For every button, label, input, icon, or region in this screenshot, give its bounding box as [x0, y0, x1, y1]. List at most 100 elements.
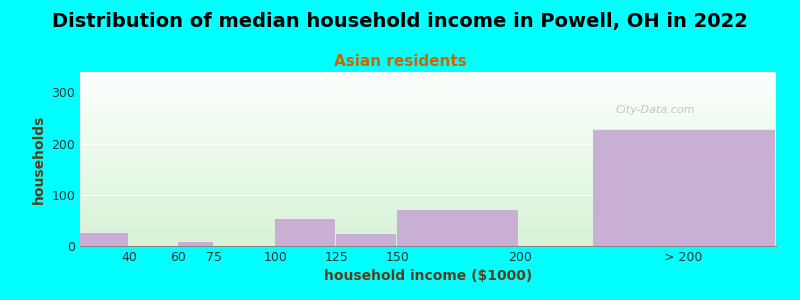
- Bar: [80, 150, 776, 151]
- Bar: [80, 211, 776, 212]
- Bar: [80, 156, 776, 157]
- Bar: [80, 235, 776, 236]
- Bar: [80, 199, 776, 200]
- Bar: [80, 151, 776, 152]
- Bar: [80, 186, 776, 187]
- Bar: [80, 89, 776, 90]
- Bar: [398, 208, 518, 246]
- Bar: [80, 165, 776, 166]
- Bar: [80, 197, 776, 198]
- Bar: [80, 105, 776, 106]
- Bar: [80, 116, 776, 117]
- Bar: [80, 87, 776, 88]
- Bar: [80, 123, 776, 124]
- Bar: [80, 202, 776, 203]
- Bar: [80, 217, 776, 218]
- Bar: [80, 190, 776, 191]
- Bar: [80, 219, 776, 220]
- Bar: [80, 192, 776, 193]
- Bar: [80, 106, 776, 107]
- Bar: [80, 80, 776, 81]
- Bar: [80, 232, 776, 233]
- Bar: [80, 131, 776, 132]
- Bar: [80, 179, 776, 180]
- Bar: [80, 133, 776, 134]
- Bar: [80, 114, 776, 115]
- Bar: [80, 82, 776, 83]
- Bar: [80, 238, 776, 239]
- Bar: [80, 229, 776, 230]
- Bar: [80, 210, 776, 211]
- Bar: [80, 167, 776, 168]
- Bar: [80, 206, 776, 207]
- Bar: [80, 108, 776, 109]
- Bar: [80, 155, 776, 156]
- Bar: [80, 85, 776, 86]
- Bar: [80, 223, 776, 224]
- Bar: [80, 166, 776, 167]
- Bar: [80, 161, 776, 162]
- Bar: [80, 118, 776, 119]
- Bar: [80, 146, 776, 147]
- Bar: [80, 109, 776, 110]
- Bar: [80, 216, 776, 217]
- Bar: [80, 174, 776, 175]
- Bar: [80, 226, 776, 227]
- Bar: [80, 93, 776, 94]
- Bar: [80, 124, 776, 125]
- Bar: [178, 241, 213, 246]
- Bar: [80, 107, 776, 108]
- Bar: [80, 94, 776, 95]
- Bar: [80, 88, 776, 89]
- Bar: [80, 130, 776, 131]
- Bar: [80, 244, 776, 245]
- Bar: [80, 245, 776, 246]
- Bar: [80, 171, 776, 172]
- Bar: [80, 177, 776, 178]
- Bar: [80, 149, 776, 150]
- Bar: [80, 194, 776, 195]
- Bar: [80, 208, 776, 209]
- Bar: [80, 221, 776, 222]
- Bar: [80, 185, 776, 186]
- Bar: [80, 79, 776, 80]
- Bar: [80, 129, 776, 130]
- Bar: [80, 76, 776, 77]
- Bar: [80, 145, 776, 146]
- Bar: [80, 81, 776, 82]
- Bar: [80, 202, 776, 203]
- Bar: [80, 101, 776, 102]
- Bar: [80, 95, 776, 96]
- Bar: [80, 233, 776, 234]
- Bar: [80, 90, 776, 91]
- Bar: [80, 134, 776, 135]
- Bar: [80, 203, 776, 204]
- Bar: [80, 240, 776, 241]
- Bar: [80, 158, 776, 159]
- Bar: [80, 143, 776, 144]
- Bar: [80, 154, 776, 155]
- Bar: [80, 178, 776, 179]
- Bar: [80, 198, 776, 199]
- Bar: [80, 176, 776, 177]
- Bar: [80, 102, 776, 103]
- Bar: [80, 103, 776, 104]
- Bar: [80, 115, 776, 116]
- Bar: [80, 196, 776, 197]
- Bar: [80, 98, 776, 99]
- Bar: [80, 162, 776, 163]
- Bar: [80, 128, 776, 129]
- Bar: [80, 78, 776, 79]
- Bar: [80, 137, 776, 138]
- Bar: [80, 136, 776, 137]
- Bar: [80, 135, 776, 136]
- Bar: [80, 100, 776, 101]
- Bar: [80, 159, 776, 160]
- Bar: [80, 241, 776, 242]
- Bar: [80, 121, 776, 122]
- Bar: [80, 182, 776, 183]
- Y-axis label: households: households: [32, 114, 46, 204]
- Bar: [80, 102, 776, 103]
- Bar: [337, 233, 396, 246]
- Bar: [80, 163, 776, 164]
